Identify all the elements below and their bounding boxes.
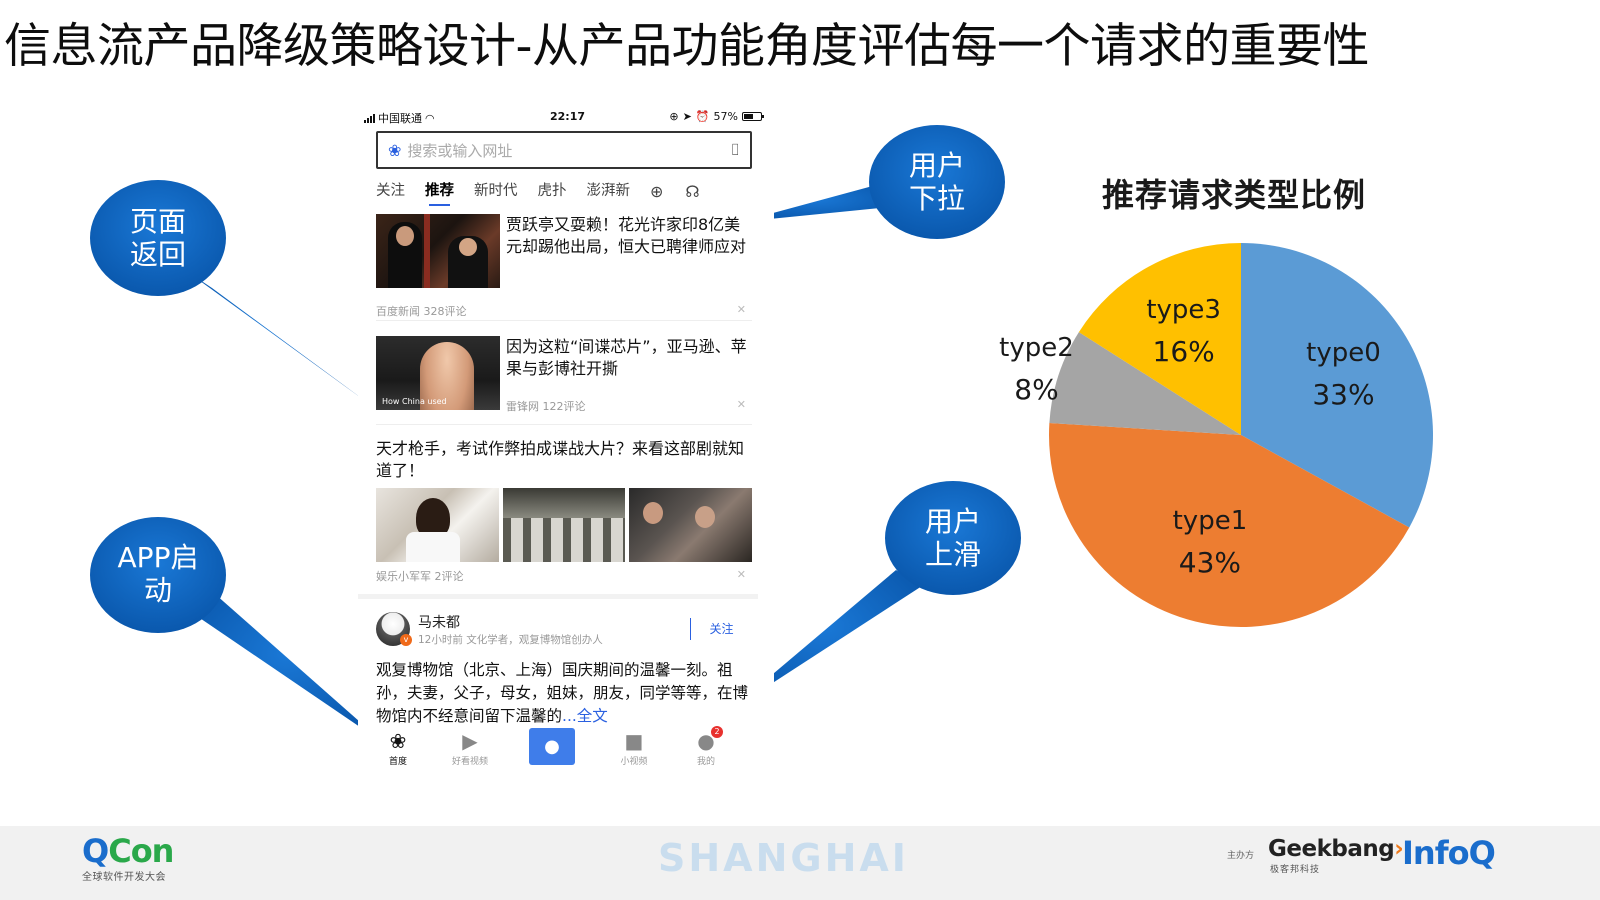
slide-title: 信息流产品降级策略设计-从产品功能角度评估每一个请求的重要性 (4, 19, 1369, 74)
slice-name: type1 (1172, 505, 1248, 536)
pie-slice-type0 (1241, 243, 1434, 528)
geekbang-logo: Geekbang› 极客邦科技 (1268, 836, 1404, 875)
tab-hupu[interactable]: 虎扑 (537, 182, 567, 199)
news-thumbnail (629, 488, 753, 562)
post-author: v 马未都 12小时前 文化学者，观复博物馆创办人 关注 (376, 612, 752, 652)
location-icon: ➤ (682, 110, 692, 123)
callout-scroll-up (728, 481, 1021, 712)
bottom-nav: ❀ 首度 ▶ 好看视频 ● ■ 小视频 ● 2 我的 (358, 726, 774, 774)
close-icon[interactable]: ✕ (736, 568, 746, 581)
nav-home[interactable]: ❀ 首度 (363, 728, 433, 767)
slice-name: type0 (1306, 338, 1381, 369)
play-icon: ▶ (462, 729, 478, 753)
add-channel-icon[interactable]: ⊕ (650, 181, 664, 201)
feed-item[interactable]: 贾跃亭又耍赖！花光许家印8亿美元却踢他出局，恒大已聘律师应对 百度新闻 328评… (376, 214, 752, 318)
pie-label-type3: type3 16% (1134, 295, 1234, 367)
close-icon[interactable]: ✕ (736, 303, 746, 316)
pie-chart (1049, 243, 1434, 628)
verified-icon: v (400, 634, 412, 646)
baidu-paw-icon: ❀ (388, 140, 402, 160)
read-more-link[interactable]: ...全文 (562, 707, 608, 725)
slice-name: type3 (1146, 294, 1221, 325)
news-thumbnail-group (376, 488, 753, 562)
footer-bar: QCon 全球软件开发大会 SHANGHAI 主办方 Geekbang› 极客邦… (0, 826, 1600, 900)
qcon-logo: QCon 全球软件开发大会 (82, 832, 174, 883)
status-bar: 中国联通 ◠ 22:17 ⊕ ➤ ⏰ 57% (358, 104, 774, 130)
pie-label-type1: type1 43% (1160, 506, 1260, 578)
baidu-paw-icon: ❀ (389, 729, 407, 753)
tab-recommend[interactable]: 推荐 (425, 179, 454, 206)
battery-icon (742, 112, 764, 121)
feed-item[interactable]: How China used 因为这粒“间谍芯片”，亚马逊、苹果与彭博社开撕 雷… (376, 336, 752, 418)
chevron-right-icon: › (1394, 836, 1404, 862)
news-thumbnail: How China used (376, 336, 500, 410)
slice-value: 16% (1152, 334, 1215, 368)
pie-label-type0: type0 33% (1293, 338, 1393, 410)
avatar[interactable]: v (376, 612, 412, 646)
slice-value: 33% (1312, 378, 1375, 412)
follow-button[interactable]: 关注 (690, 618, 752, 640)
pie-slice-type1 (1049, 422, 1410, 628)
nav-haokan-video[interactable]: ▶ 好看视频 (435, 728, 505, 767)
battery-percent: 57% (713, 110, 738, 123)
video-camera-icon: ■ (624, 729, 644, 753)
voice-search-button[interactable]: ● (529, 728, 575, 765)
tab-follow[interactable]: 关注 (376, 182, 405, 199)
wifi-icon: ◠ (425, 111, 435, 125)
news-headline[interactable]: 贾跃亭又耍赖！花光许家印8亿美元却踢他出局，恒大已聘律师应对 (506, 215, 747, 256)
channel-tabs: 关注 推荐 新时代 虎扑 澎湃新 ⊕ ☊ (376, 176, 756, 206)
user-icon: ● 2 (671, 726, 741, 754)
callout-pull-down (740, 125, 1005, 239)
news-thumbnail (502, 488, 626, 562)
chart-title: 推荐请求类型比例 (1102, 176, 1367, 214)
pie-slice-type2 (1049, 332, 1241, 435)
pie-slice-type3 (1078, 243, 1241, 435)
thumbnail-caption: How China used (382, 397, 447, 406)
search-box[interactable]: ❀ 搜索或输入网址 ⌷ (376, 131, 752, 169)
slice-name: type2 (999, 332, 1074, 363)
headphones-icon[interactable]: ☊ (685, 181, 700, 201)
alarm-icon: ⏰ (695, 110, 710, 123)
feed-item[interactable]: 天才枪手，考试作弊拍成谍战大片？来看这部剧就知道了！ 娱乐小军军 2评论 ✕ (376, 438, 753, 588)
signal-icon (364, 113, 375, 123)
carrier-name: 中国联通 (378, 112, 422, 125)
news-thumbnail (376, 488, 499, 562)
pie-label-type2: type2 8% (986, 333, 1086, 405)
callout-page-back (90, 180, 368, 403)
camera-icon[interactable]: ⌷ (730, 140, 740, 159)
news-meta: 雷锋网 122评论 (506, 400, 586, 413)
author-meta: 12小时前 文化学者，观复博物馆创办人 (418, 634, 603, 646)
news-meta: 百度新闻 328评论 (376, 305, 467, 318)
status-time: 22:17 (550, 110, 586, 123)
infoq-logo: InfoQ (1402, 834, 1496, 872)
lock-rotation-icon: ⊕ (669, 110, 679, 123)
nav-short-video[interactable]: ■ 小视频 (599, 728, 669, 767)
callout-app-launch (90, 517, 385, 744)
notification-badge: 2 (711, 726, 723, 738)
phone-screenshot: 中国联通 ◠ 22:17 ⊕ ➤ ⏰ 57% ❀ 搜索或输入网址 ⌷ 关注 推荐… (358, 104, 774, 794)
news-headline[interactable]: 因为这粒“间谍芯片”，亚马逊、苹果与彭博社开撕 (506, 337, 747, 378)
nav-profile[interactable]: ● 2 我的 (671, 726, 741, 767)
microphone-icon: ● (544, 736, 560, 757)
author-name[interactable]: 马未都 (418, 615, 460, 631)
news-thumbnail (376, 214, 500, 288)
slice-value: 43% (1178, 545, 1242, 579)
news-meta: 娱乐小军军 2评论 (376, 570, 464, 583)
qcon-subtitle: 全球软件开发大会 (82, 872, 166, 883)
news-headline[interactable]: 天才枪手，考试作弊拍成谍战大片？来看这部剧就知道了！ (376, 439, 745, 480)
close-icon[interactable]: ✕ (736, 398, 746, 411)
tab-new-era[interactable]: 新时代 (474, 182, 518, 199)
search-input[interactable]: 搜索或输入网址 (407, 141, 513, 160)
host-label: 主办方 (1227, 851, 1255, 861)
tab-thepaper[interactable]: 澎湃新 (586, 182, 631, 199)
slice-value: 8% (1014, 372, 1059, 406)
post-text[interactable]: 观复博物馆（北京、上海）国庆期间的温馨一刻。祖孙，夫妻，父子，母女，姐妹，朋友，… (376, 661, 749, 725)
city-name: SHANGHAI (658, 836, 909, 880)
